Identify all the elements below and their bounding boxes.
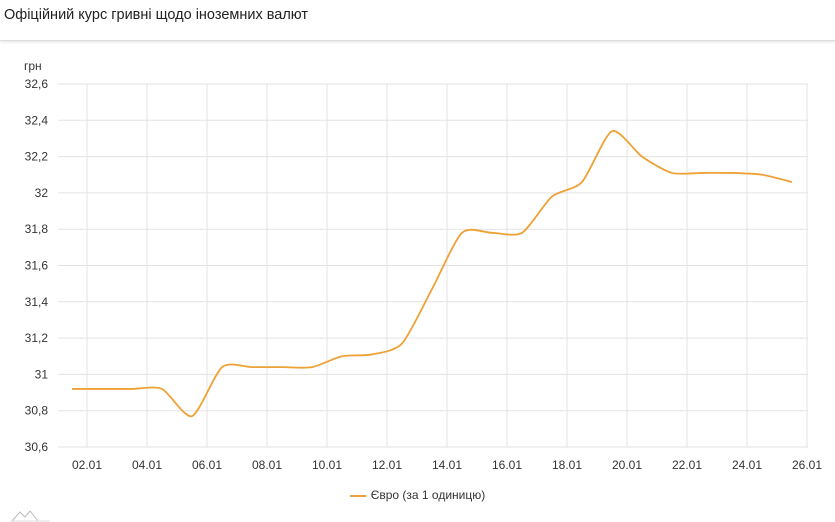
y-tick-label: 30,6 xyxy=(25,440,49,454)
data-point[interactable] xyxy=(339,353,345,359)
x-tick-label: 14.01 xyxy=(432,458,462,472)
x-tick-label: 08.01 xyxy=(252,458,282,472)
x-tick-label: 12.01 xyxy=(372,458,402,472)
y-tick-label: 31,4 xyxy=(25,295,49,309)
data-point[interactable] xyxy=(459,230,465,236)
y-axis-label: грн xyxy=(24,59,42,73)
y-tick-label: 32 xyxy=(35,186,49,200)
x-tick-label: 22.01 xyxy=(672,458,702,472)
data-point[interactable] xyxy=(369,351,375,357)
data-point[interactable] xyxy=(609,128,615,134)
legend[interactable]: Євро (за 1 одиницю) xyxy=(0,488,835,502)
y-ticks: 32,6 32,4 32,2 32 31,8 31,6 31,4 31,2 31 30,8 30,6 xyxy=(25,77,49,454)
y-tick-label: 32,4 xyxy=(25,113,49,127)
data-point[interactable] xyxy=(249,364,255,370)
data-point[interactable] xyxy=(699,170,705,176)
data-point[interactable] xyxy=(729,170,735,176)
data-point[interactable] xyxy=(519,230,525,236)
data-point[interactable] xyxy=(429,286,435,292)
x-ticks: 02.01 04.01 06.01 08.01 10.01 12.01 14.01 16.01… xyxy=(72,458,822,472)
y-tick-label: 32,2 xyxy=(25,150,49,164)
data-point[interactable] xyxy=(399,341,405,347)
x-tick-label: 24.01 xyxy=(732,458,762,472)
data-point[interactable] xyxy=(279,364,285,370)
data-point[interactable] xyxy=(69,386,75,392)
series-line-euro xyxy=(71,130,793,418)
data-point[interactable] xyxy=(309,364,315,370)
data-point[interactable] xyxy=(159,386,165,392)
x-tick-label: 20.01 xyxy=(612,458,642,472)
data-point[interactable] xyxy=(759,172,765,178)
y-tick-label: 31,8 xyxy=(25,222,49,236)
y-tick-label: 30,8 xyxy=(25,404,49,418)
line-chart: грн 32,6 32,4 32,2 32 31,8 31,6 31,4 31,2 31 30,8… xyxy=(24,59,822,472)
x-tick-label: 16.01 xyxy=(492,458,522,472)
chart-logo-icon xyxy=(10,510,50,522)
header: Офіційний курс гривні щодо іноземних вал… xyxy=(0,0,835,41)
data-point[interactable] xyxy=(579,179,585,185)
data-point[interactable] xyxy=(489,230,495,236)
data-point[interactable] xyxy=(789,179,795,185)
x-tick-label: 02.01 xyxy=(72,458,102,472)
x-tick-label: 10.01 xyxy=(312,458,342,472)
x-tick-label: 06.01 xyxy=(192,458,222,472)
data-point[interactable] xyxy=(99,386,105,392)
y-tick-label: 31,6 xyxy=(25,259,49,273)
y-tick-label: 31,2 xyxy=(25,331,49,345)
legend-label-euro: Євро (за 1 одиницю) xyxy=(370,488,486,502)
x-tick-label: 26.01 xyxy=(792,458,822,472)
x-tick-label: 18.01 xyxy=(552,458,582,472)
page-title: Офіційний курс гривні щодо іноземних вал… xyxy=(4,7,309,23)
data-point[interactable] xyxy=(669,170,675,176)
data-point[interactable] xyxy=(549,194,555,200)
y-tick-label: 31 xyxy=(35,367,49,381)
data-point[interactable] xyxy=(219,364,225,370)
x-tick-label: 04.01 xyxy=(132,458,162,472)
data-point[interactable] xyxy=(189,413,195,419)
grid xyxy=(58,83,808,448)
y-tick-label: 32,6 xyxy=(25,77,49,91)
legend-swatch-euro xyxy=(349,494,366,497)
data-points xyxy=(69,128,795,419)
data-point[interactable] xyxy=(129,386,135,392)
data-point[interactable] xyxy=(639,154,645,160)
